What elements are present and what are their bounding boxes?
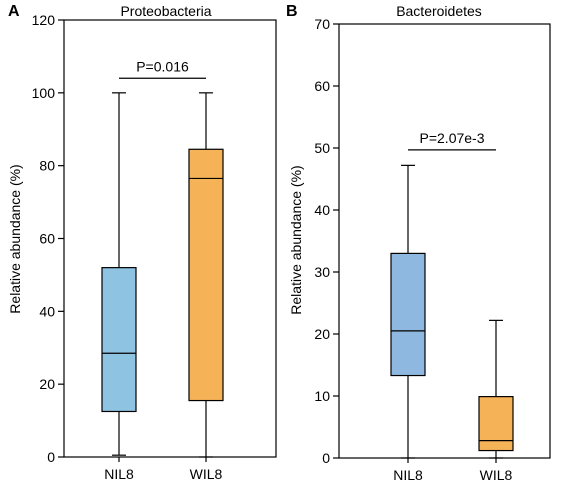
p-value-label: P=2.07e-3 bbox=[420, 130, 485, 146]
y-tick-label: 0 bbox=[322, 450, 330, 466]
y-tick-label: 70 bbox=[314, 16, 330, 32]
box-nil8 bbox=[101, 92, 137, 456]
y-tick-label: 100 bbox=[32, 85, 56, 101]
y-tick-label: 0 bbox=[47, 449, 55, 465]
y-axis-label: Relative abundance (%) bbox=[288, 165, 304, 314]
iqr-box bbox=[390, 252, 426, 377]
panel-a: A Proteobacteria 0 20 40 60 80 100 120 Relative a… bbox=[7, 3, 277, 482]
box-wil8 bbox=[478, 319, 514, 459]
y-tick-label: 20 bbox=[39, 376, 55, 392]
y-tick-label: 60 bbox=[39, 231, 55, 247]
iqr-box bbox=[188, 148, 224, 402]
box-wil8 bbox=[188, 92, 224, 458]
y-tick-label: 50 bbox=[314, 140, 330, 156]
y-tick-label: 80 bbox=[39, 158, 55, 174]
x-tick-label: WIL8 bbox=[190, 466, 223, 482]
plot-frame bbox=[338, 23, 551, 459]
panel-b: B Bacteroidetes 0 10 20 30 40 50 60 70 Relative ab… bbox=[286, 3, 551, 483]
x-tick-label: WIL8 bbox=[480, 467, 513, 483]
x-tick-label: NIL8 bbox=[104, 466, 134, 482]
y-tick-label: 20 bbox=[314, 326, 330, 342]
y-tick-label: 10 bbox=[314, 388, 330, 404]
y-axis-label: Relative abundance (%) bbox=[7, 164, 23, 313]
chart-title: Proteobacteria bbox=[120, 3, 211, 19]
x-tick-label: NIL8 bbox=[393, 467, 423, 483]
panel-label: A bbox=[8, 3, 20, 20]
y-tick-label: 120 bbox=[32, 12, 56, 28]
chart-title: Bacteroidetes bbox=[396, 3, 482, 19]
panel-label: B bbox=[286, 3, 298, 20]
iqr-box bbox=[101, 267, 137, 413]
y-tick-label: 60 bbox=[314, 78, 330, 94]
plot-frame bbox=[63, 19, 277, 458]
iqr-box bbox=[478, 396, 514, 452]
y-tick-label: 40 bbox=[39, 303, 55, 319]
y-tick-label: 40 bbox=[314, 202, 330, 218]
p-value-label: P=0.016 bbox=[136, 58, 189, 74]
box-nil8 bbox=[390, 164, 426, 459]
y-tick-label: 30 bbox=[314, 264, 330, 280]
